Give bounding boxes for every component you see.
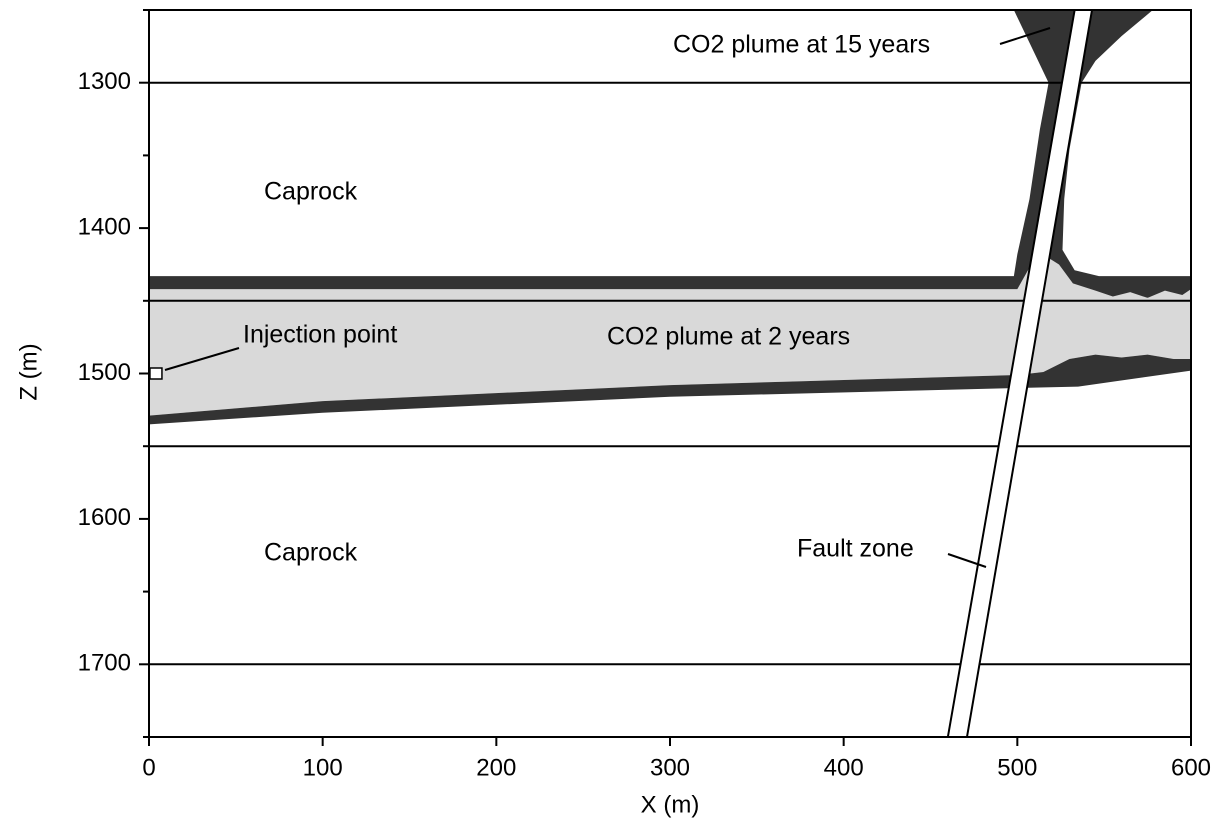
annotation: CO2 plume at 2 years <box>607 323 850 351</box>
y-tick-label: 1600 <box>78 504 131 531</box>
x-tick-label: 400 <box>824 754 864 781</box>
x-tick-label: 600 <box>1171 754 1211 781</box>
y-tick-label: 1500 <box>78 359 131 386</box>
x-tick-label: 300 <box>650 754 690 781</box>
chart: X (m) Z (m) 0 100 200 300 400 500 600 1300 1400 1… <box>0 0 1232 829</box>
y-tick-label: 1700 <box>78 650 131 677</box>
annotation: CO2 plume at 15 years <box>673 31 930 59</box>
y-axis-label: Z (m) <box>15 343 42 400</box>
annotation: Injection point <box>243 321 397 349</box>
x-axis-label: X (m) <box>641 791 700 818</box>
annotation: Caprock <box>264 539 358 567</box>
y-tick-label: 1400 <box>78 213 131 240</box>
x-tick-label: 100 <box>303 754 343 781</box>
x-tick-label: 500 <box>997 754 1037 781</box>
x-tick-label: 200 <box>476 754 516 781</box>
y-tick-label: 1300 <box>78 68 131 95</box>
annotation: Caprock <box>264 178 358 206</box>
x-tick-label: 0 <box>142 754 155 781</box>
annotation: Fault zone <box>797 535 914 563</box>
injection-point <box>150 368 162 379</box>
